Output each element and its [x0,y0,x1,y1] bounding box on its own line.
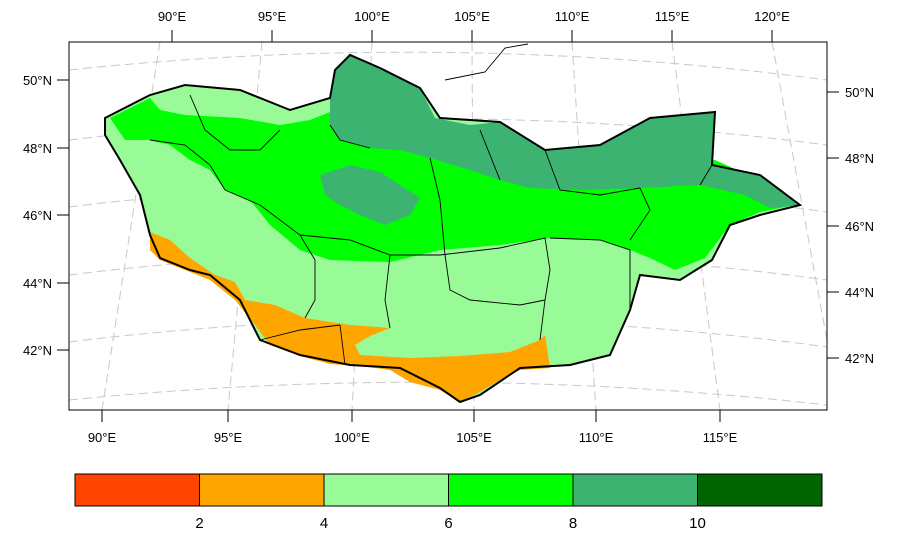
right-lat-ticks [827,91,839,359]
bottom-lon-label: 100°E [334,430,370,445]
region-medium-green-central [320,165,420,225]
right-lat-labels: 50°N 48°N 46°N 44°N 42°N [845,85,874,366]
left-lat-labels: 50°N 48°N 46°N 44°N 42°N [23,73,52,358]
colorbar: 2 4 6 8 10 [74,473,823,532]
neighbor-border [444,43,529,81]
left-lat-label: 44°N [23,276,52,291]
top-lon-label: 105°E [454,9,490,24]
colorbar-bin-4 [448,473,574,507]
bottom-lon-label: 90°E [88,430,117,445]
mongolia-fields [105,55,800,402]
top-lon-labels: 90°E 95°E 100°E 105°E 110°E 115°E 120°E [158,9,790,24]
left-lat-label: 50°N [23,73,52,88]
colorbar-label: 8 [569,515,577,532]
left-lat-ticks [57,79,69,351]
left-lat-label: 48°N [23,141,52,156]
bottom-lon-labels: 90°E 95°E 100°E 105°E 110°E 115°E [88,430,738,445]
bottom-lon-label: 105°E [456,430,492,445]
top-lon-label: 110°E [555,9,590,24]
right-lat-label: 42°N [845,351,874,366]
top-lon-label: 90°E [158,9,187,24]
top-lon-ticks [171,30,773,42]
top-lon-label: 95°E [258,9,287,24]
left-lat-label: 42°N [23,343,52,358]
colorbar-bin-3 [323,473,449,507]
colorbar-label: 10 [689,515,706,532]
bottom-lon-label: 115°E [703,430,738,445]
colorbar-bin-2 [199,473,325,507]
colorbar-bin-6 [697,473,823,507]
top-lon-label: 120°E [754,9,790,24]
right-lat-label: 46°N [845,219,874,234]
left-lat-label: 46°N [23,208,52,223]
country-outline [104,53,803,404]
colorbar-label: 4 [320,515,328,532]
region-medium-green-north [330,55,800,208]
bottom-lon-ticks [101,410,721,422]
right-lat-label: 48°N [845,151,874,166]
province-boundaries [149,94,713,366]
top-lon-label: 100°E [354,9,390,24]
colorbar-label: 6 [444,515,452,532]
bottom-lon-label: 110°E [579,430,614,445]
colorbar-label: 2 [195,515,203,532]
right-lat-label: 50°N [845,85,874,100]
colorbar-bin-1 [74,473,200,507]
region-bright-green [110,98,795,270]
bottom-lon-label: 95°E [214,430,243,445]
colorbar-bin-5 [572,473,698,507]
right-lat-label: 44°N [845,285,874,300]
region-orange [150,232,550,402]
top-lon-label: 115°E [655,9,690,24]
